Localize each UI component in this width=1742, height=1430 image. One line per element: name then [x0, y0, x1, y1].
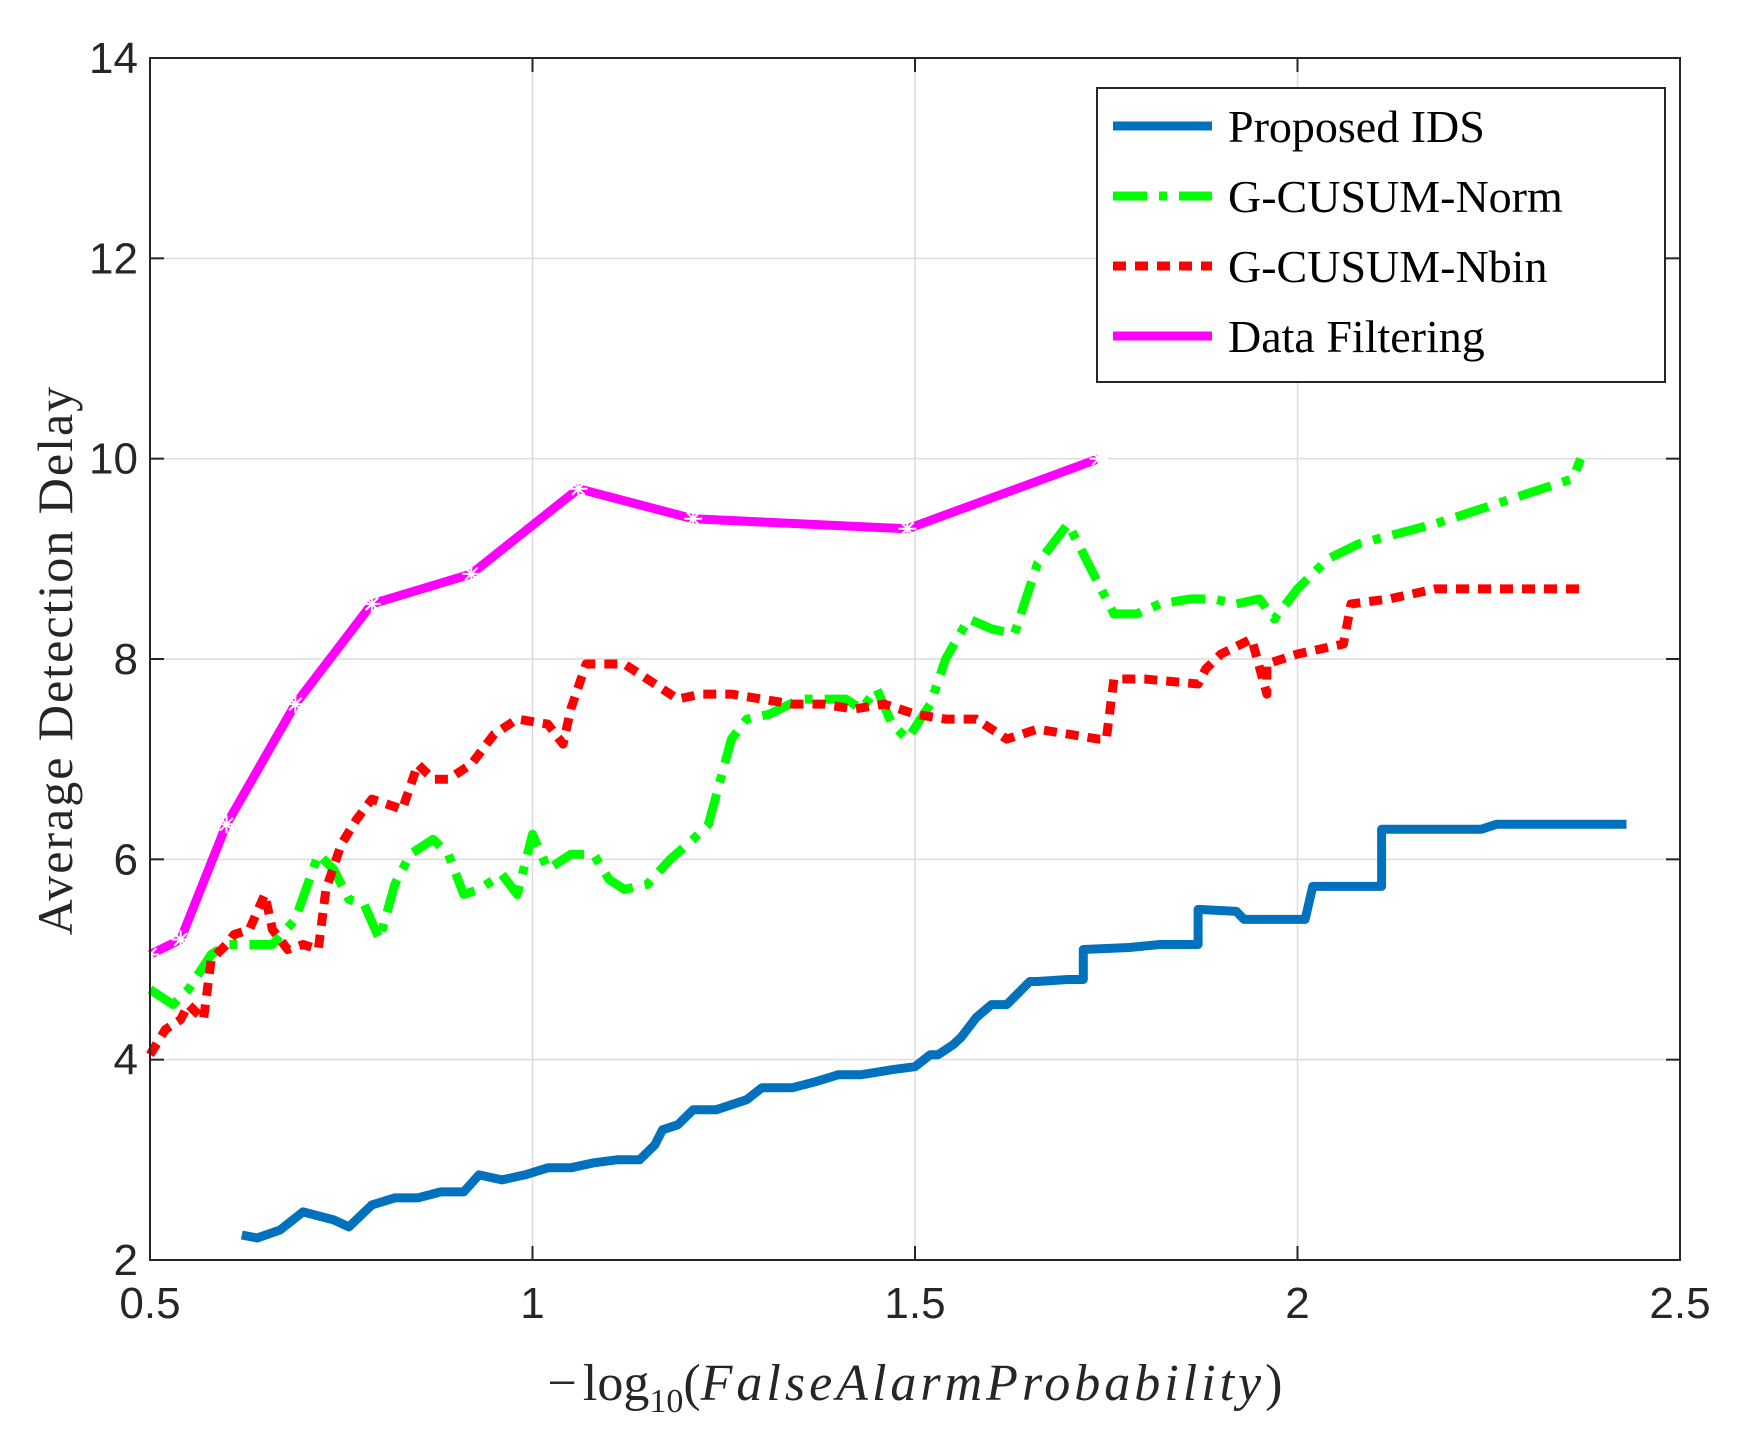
- series-line-g-cusum-norm: [147, 457, 1585, 1010]
- x-label-log: log: [583, 1355, 649, 1412]
- x-tick-label: 0.5: [119, 1279, 180, 1328]
- data-point-marker: [217, 815, 236, 834]
- legend-label-g-cusum-norm: G-CUSUM-Norm: [1228, 171, 1563, 222]
- x-tick-label: 1.5: [884, 1279, 945, 1328]
- x-label-close: ): [1265, 1355, 1282, 1412]
- x-tick-label: 2.5: [1649, 1279, 1710, 1328]
- x-tick-label: 1: [520, 1279, 544, 1328]
- y-axis-label: Average Detection Delay: [27, 385, 83, 935]
- legend-label-proposed-ids: Proposed IDS: [1228, 101, 1485, 152]
- ticks: 0.5 1 1.5 2 2.5 2 4 6 8 10 12 14: [89, 34, 1711, 1328]
- data-point-marker: [569, 479, 588, 498]
- data-point-marker: [462, 564, 481, 583]
- x-label-sub: 10: [649, 1383, 683, 1420]
- data-point-marker: [898, 519, 917, 538]
- data-point-marker: [1089, 449, 1108, 468]
- x-label-arg: FalseAlarmProbability: [700, 1355, 1265, 1412]
- y-tick-label: 4: [114, 1036, 138, 1085]
- x-axis-label: − log10(FalseAlarmProbability): [548, 1355, 1283, 1420]
- series-layer: [141, 449, 1627, 1243]
- y-tick-label: 2: [114, 1236, 138, 1285]
- y-tick-label: 14: [89, 34, 138, 83]
- legend-label-g-cusum-nbin: G-CUSUM-Nbin: [1228, 241, 1547, 292]
- x-label-open: (: [683, 1355, 700, 1412]
- data-point-marker: [684, 509, 703, 528]
- data-point-marker: [171, 930, 190, 949]
- legend-label-data-filtering: Data Filtering: [1228, 311, 1485, 362]
- data-point-marker: [362, 594, 381, 613]
- y-tick-label: 6: [114, 835, 138, 884]
- series-line-g-cusum-nbin: [146, 584, 1581, 1058]
- series-line-proposed-ids: [240, 819, 1627, 1243]
- y-tick-label: 12: [89, 234, 138, 283]
- series-line-data-filtering: [148, 454, 1101, 959]
- y-tick-label: 8: [114, 635, 138, 684]
- data-point-marker: [286, 695, 305, 714]
- legend: Proposed IDS G-CUSUM-Norm G-CUSUM-Nbin Data…: [1096, 87, 1666, 383]
- x-label-minus: −: [548, 1355, 577, 1412]
- x-tick-label: 2: [1285, 1279, 1309, 1328]
- y-tick-label: 10: [89, 435, 138, 484]
